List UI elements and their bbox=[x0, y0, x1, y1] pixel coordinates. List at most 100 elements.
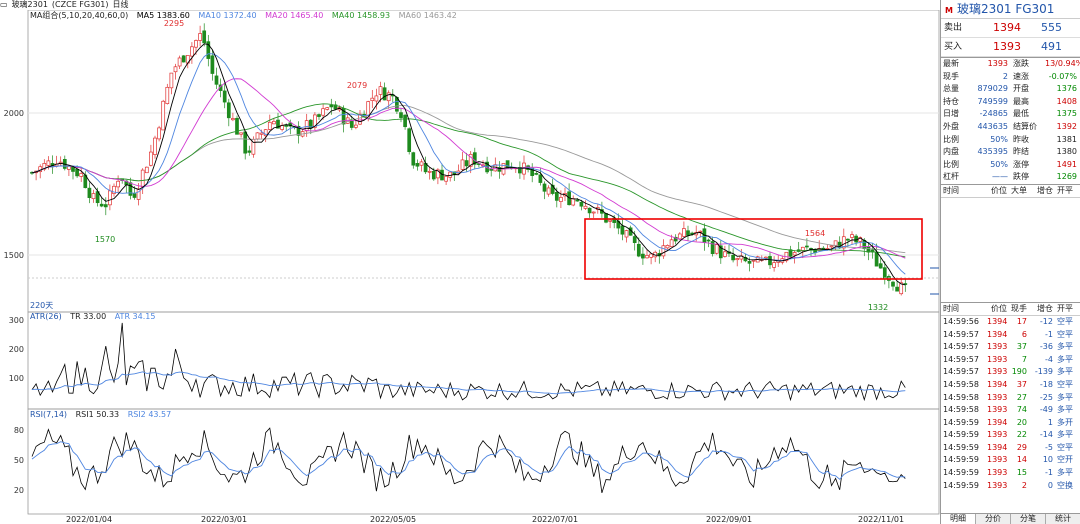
candle-body bbox=[575, 199, 580, 202]
sell-row[interactable]: 卖出 1394 555 bbox=[941, 19, 1080, 38]
trade-price: 1393 bbox=[987, 405, 1008, 415]
atr-tick-label: 200 bbox=[9, 345, 24, 354]
trade-time: 14:59:59 bbox=[943, 480, 979, 490]
trade-time: 14:59:59 bbox=[943, 468, 979, 478]
candle-body bbox=[895, 286, 899, 292]
stat-row: 杠杆 —— 跌停 1269 bbox=[941, 171, 1080, 184]
kline-chart[interactable]: 2000 1500 300 200 100 80 50 20 2295 1570 2079 1564 1… bbox=[0, 9, 940, 515]
rsi-tick-label: 80 bbox=[14, 426, 24, 435]
atr-legend-label[interactable]: ATR(26) bbox=[30, 312, 62, 321]
chart-area[interactable]: 2000 1500 300 200 100 80 50 20 2295 1570 2079 1564 1… bbox=[0, 9, 940, 515]
candle-body bbox=[235, 117, 239, 135]
candle-body bbox=[374, 95, 379, 102]
trade-price: 1393 bbox=[987, 392, 1008, 402]
trade-row[interactable]: 14:59:57 1393 37 -36 多平 bbox=[941, 341, 1080, 354]
candle-body bbox=[620, 225, 625, 235]
stat-row: 日增 -24865 最低 1375 bbox=[941, 108, 1080, 121]
column-header: 价位 bbox=[991, 303, 1007, 313]
candle-body bbox=[546, 187, 551, 195]
tab-0[interactable]: 明细 bbox=[941, 514, 976, 524]
tab-2[interactable]: 分笔 bbox=[1011, 514, 1046, 524]
tab-1[interactable]: 分价 bbox=[976, 514, 1011, 524]
column-header: 大单 bbox=[1011, 185, 1027, 195]
trade-time: 14:59:56 bbox=[943, 316, 979, 326]
candle-body bbox=[665, 245, 670, 249]
candle-body bbox=[624, 230, 629, 238]
tab-3[interactable]: 统计 bbox=[1046, 514, 1080, 524]
trade-row[interactable]: 14:59:59 1393 22 -14 多平 bbox=[941, 429, 1080, 442]
trade-row[interactable]: 14:59:56 1394 17 -12 空平 bbox=[941, 316, 1080, 329]
date-label: 2022/05/05 bbox=[370, 515, 417, 524]
rsi2-value: RSI2 43.57 bbox=[127, 410, 172, 419]
trade-time: 14:59:59 bbox=[943, 430, 979, 440]
candle-body bbox=[899, 282, 904, 295]
rsi-legend-label[interactable]: RSI(7,14) bbox=[30, 410, 68, 419]
candle-body bbox=[317, 114, 321, 117]
stat-label: 最低 bbox=[1013, 109, 1029, 119]
column-header: 时间 bbox=[943, 185, 959, 195]
price-panel bbox=[27, 9, 940, 313]
candle-body bbox=[259, 132, 264, 135]
trade-row[interactable]: 14:59:59 1393 2 0 空换 bbox=[941, 480, 1080, 493]
rsi1-value: RSI1 50.33 bbox=[75, 410, 120, 419]
candle-body bbox=[206, 41, 211, 59]
trade-price: 1394 bbox=[987, 417, 1008, 427]
candle-body bbox=[604, 213, 608, 223]
trade-row[interactable]: 14:59:59 1393 14 10 空开 bbox=[941, 454, 1080, 467]
trade-row[interactable]: 14:59:58 1393 27 -25 多平 bbox=[941, 392, 1080, 405]
candle-body bbox=[850, 234, 854, 238]
buy-row[interactable]: 买入 1393 491 bbox=[941, 38, 1080, 57]
bigorder-header: 时间 价位 大单 增仓 开平 bbox=[941, 183, 1080, 198]
stat-row: 内盘 435395 昨结 1380 bbox=[941, 146, 1080, 159]
trade-row[interactable]: 14:59:57 1393 7 -4 多平 bbox=[941, 354, 1080, 367]
trade-oi-change: -49 bbox=[1039, 405, 1053, 415]
stat-row: 外盘 443635 结算价 1392 bbox=[941, 121, 1080, 134]
date-label: 2022/09/01 bbox=[706, 515, 753, 524]
candle-body bbox=[177, 57, 182, 67]
candle-body bbox=[358, 113, 362, 125]
trade-volume: 74 bbox=[1016, 405, 1027, 415]
stat-label: 现手 bbox=[943, 71, 959, 81]
candle-body bbox=[731, 254, 735, 261]
date-label: 2022/03/01 bbox=[201, 515, 248, 524]
trade-row[interactable]: 14:59:58 1394 37 -18 空平 bbox=[941, 379, 1080, 392]
candle-body bbox=[296, 125, 301, 136]
trade-row[interactable]: 14:59:57 1393 190 -139 多平 bbox=[941, 366, 1080, 379]
candle-body bbox=[243, 131, 248, 154]
rsi1-line bbox=[31, 427, 906, 494]
stat-value: 50% bbox=[990, 159, 1008, 169]
trade-row[interactable]: 14:59:59 1394 20 1 多开 bbox=[941, 417, 1080, 430]
trade-row[interactable]: 14:59:58 1393 74 -49 多平 bbox=[941, 404, 1080, 417]
trade-oi-change: -18 bbox=[1039, 379, 1053, 389]
buy-label: 买入 bbox=[944, 42, 963, 52]
atr-tick-label: 100 bbox=[9, 374, 24, 383]
bigorder-list[interactable] bbox=[941, 198, 1080, 302]
trade-row[interactable]: 14:59:59 1393 15 -1 多平 bbox=[941, 467, 1080, 480]
trade-type: 空平 bbox=[1057, 329, 1073, 339]
candle-body bbox=[169, 72, 174, 89]
period-label[interactable]: 日线 bbox=[112, 0, 129, 9]
ma-legend-label[interactable]: MA组合(5,10,20,40,60,0) bbox=[30, 11, 129, 20]
candle-body bbox=[226, 102, 231, 119]
candle-body bbox=[407, 128, 412, 153]
candle-body bbox=[464, 160, 469, 167]
candle-body bbox=[144, 166, 149, 174]
candle-body bbox=[284, 125, 289, 127]
candle-body bbox=[882, 267, 887, 280]
candle-body bbox=[181, 55, 186, 63]
trade-price: 1393 bbox=[987, 455, 1008, 465]
stat-label: 结算价 bbox=[1013, 121, 1037, 131]
trade-list[interactable]: 14:59:56 1394 17 -12 空平 14:59:57 1394 6 -1 空平 14:5… bbox=[941, 316, 1080, 492]
stat-value: 1376 bbox=[1056, 84, 1077, 94]
candle-body bbox=[641, 253, 645, 259]
candle-body bbox=[661, 245, 666, 257]
date-label: 2022/07/01 bbox=[532, 515, 579, 524]
stat-value: 443635 bbox=[977, 121, 1008, 131]
trade-time: 14:59:57 bbox=[943, 342, 979, 352]
trade-price: 1393 bbox=[987, 342, 1008, 352]
trade-row[interactable]: 14:59:59 1394 29 -5 空平 bbox=[941, 442, 1080, 455]
trade-volume: 17 bbox=[1016, 316, 1027, 326]
candle-body bbox=[288, 122, 293, 127]
candle-body bbox=[841, 236, 846, 249]
trade-row[interactable]: 14:59:57 1394 6 -1 空平 bbox=[941, 329, 1080, 342]
